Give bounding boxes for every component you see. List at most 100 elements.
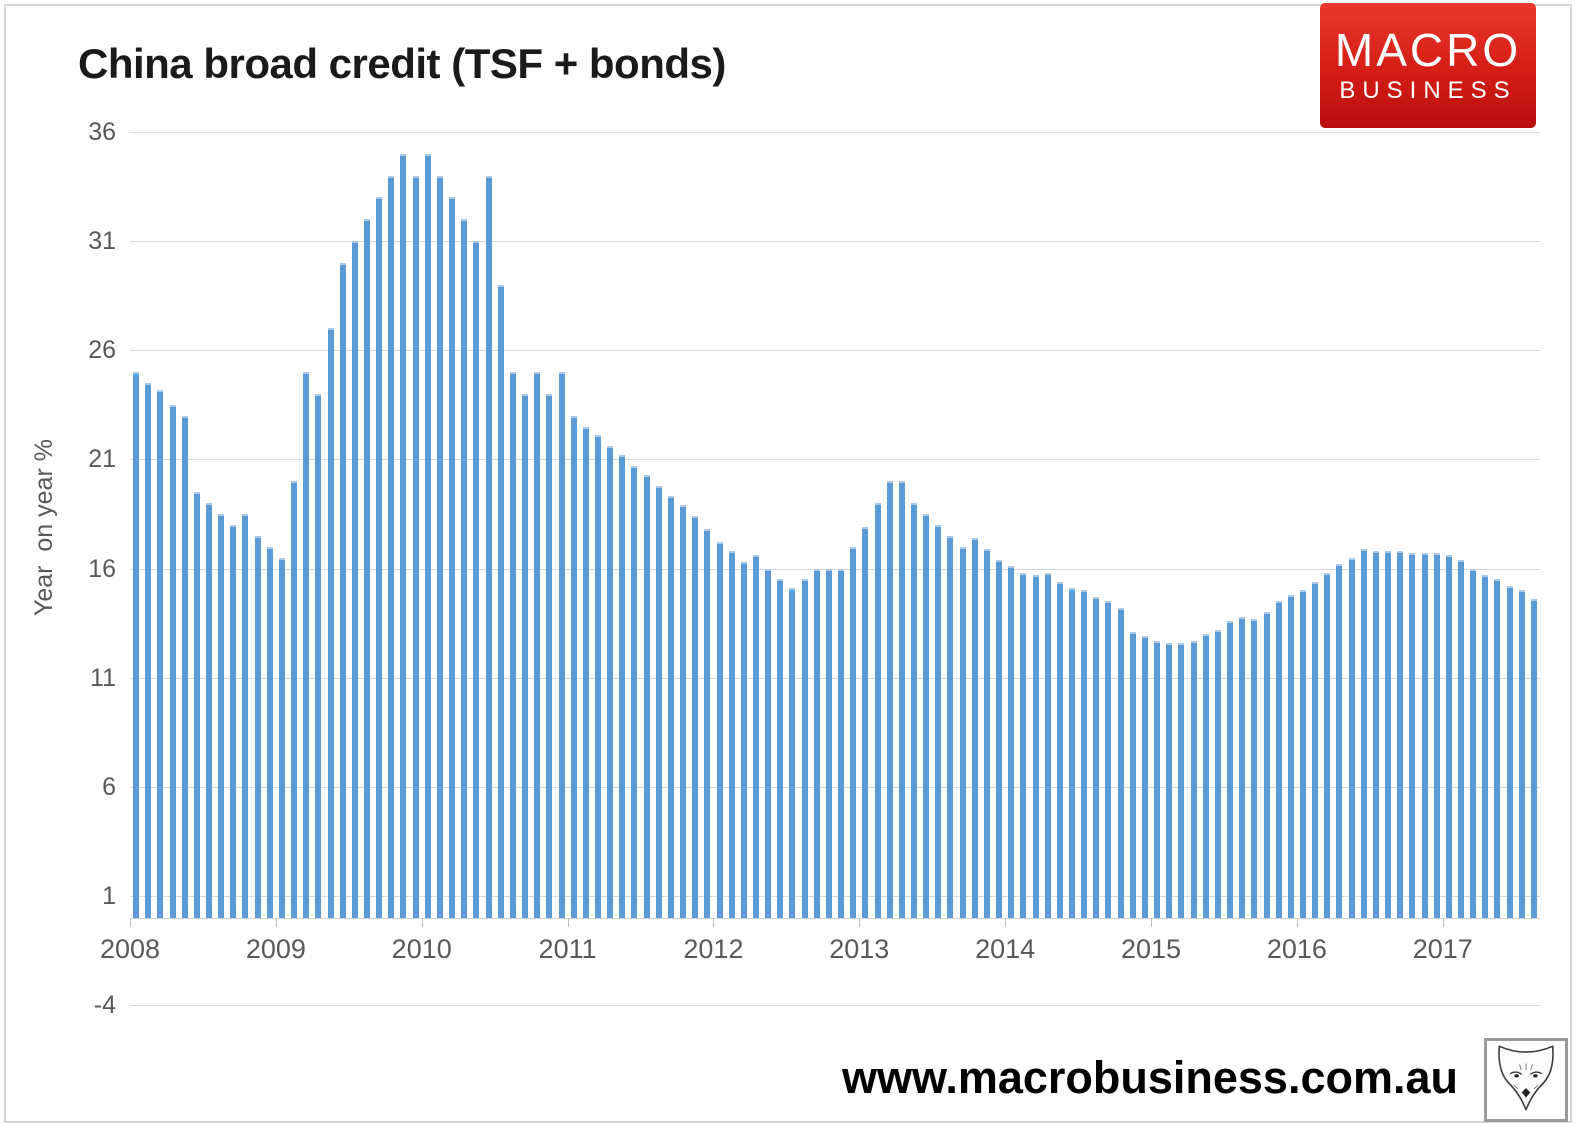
bar — [230, 524, 237, 918]
bar — [133, 372, 140, 918]
gridline — [130, 241, 1540, 243]
y-axis-tick-label: 1 — [102, 881, 116, 910]
x-axis-tick — [859, 917, 861, 927]
bar — [1239, 616, 1246, 918]
x-axis-tick-label: 2008 — [99, 933, 161, 964]
bar — [169, 404, 176, 918]
bar — [1372, 551, 1379, 918]
x-axis-tick — [1005, 917, 1007, 927]
macrobusiness-logo: MACRO BUSINESS — [1320, 3, 1536, 128]
bar — [424, 153, 431, 918]
bar — [339, 262, 346, 918]
bar — [983, 548, 990, 918]
bar — [351, 241, 358, 918]
bar — [242, 513, 249, 918]
bar — [911, 503, 917, 918]
x-axis-tick-label: 2009 — [245, 933, 306, 964]
bar — [607, 446, 614, 918]
website-url: www.macrobusiness.com.au — [841, 1052, 1459, 1103]
gridline — [130, 677, 1540, 679]
bar — [449, 197, 456, 918]
x-axis-tick — [1151, 917, 1153, 927]
bar — [704, 529, 711, 918]
x-axis-tick-label: 2010 — [391, 933, 452, 964]
bar — [1385, 551, 1392, 918]
bar — [947, 535, 954, 918]
x-axis-tick-label: 2017 — [1412, 933, 1473, 964]
bar — [1081, 590, 1088, 918]
bar — [1020, 572, 1027, 918]
bar — [315, 393, 322, 918]
x-axis-tick-label: 2015 — [1120, 933, 1182, 964]
bar — [898, 481, 905, 918]
bar — [206, 503, 212, 918]
bar — [278, 557, 285, 918]
bar — [546, 393, 553, 918]
bar — [461, 219, 468, 918]
bar — [971, 537, 978, 918]
bar — [1506, 585, 1513, 918]
bar — [643, 474, 650, 918]
bar — [1397, 551, 1404, 918]
y-axis-tick-label: 26 — [88, 336, 116, 365]
bar — [594, 435, 601, 918]
bar — [400, 153, 407, 918]
x-axis-tick — [713, 917, 715, 927]
bar — [570, 415, 577, 918]
chart-title: China broad credit (TSF + bonds) — [78, 40, 726, 87]
x-axis-tick-label: 2013 — [829, 933, 890, 964]
gridline — [130, 459, 1540, 461]
bar — [582, 426, 589, 918]
bar — [825, 568, 832, 918]
bar — [631, 465, 638, 918]
bar — [534, 372, 541, 918]
fox-head-sketch-icon — [1490, 1042, 1562, 1119]
bar — [1275, 601, 1282, 918]
bar — [1299, 590, 1306, 918]
x-axis-tick — [275, 917, 277, 927]
bar — [1530, 599, 1537, 918]
bar — [1214, 629, 1221, 918]
bar — [692, 516, 699, 918]
bar — [218, 513, 225, 918]
plot-area: 36 31 26 21 16 11 6 1 -4 2008 2009 2010 2011 2012 2013… — [88, 118, 1540, 1019]
bar — [1190, 640, 1197, 918]
bar — [1093, 596, 1100, 918]
bar — [327, 328, 334, 918]
bar — [1409, 553, 1416, 918]
logo-text-business: BUSINESS — [1339, 76, 1517, 104]
fox-logo-box — [1484, 1038, 1568, 1122]
bar — [193, 492, 200, 918]
bar — [1263, 612, 1270, 918]
bar — [266, 546, 273, 918]
bar — [1129, 631, 1136, 918]
gridline — [130, 568, 1540, 570]
bar — [1445, 555, 1452, 918]
bar — [777, 579, 784, 918]
bar — [1141, 636, 1148, 918]
bar — [558, 372, 565, 918]
y-axis-tick-label: 16 — [88, 554, 116, 583]
gridline — [130, 786, 1540, 788]
bar — [752, 555, 759, 918]
bar — [1044, 572, 1051, 918]
bar — [1518, 590, 1525, 918]
bar — [886, 481, 893, 918]
x-axis-tick-label: 2012 — [683, 933, 744, 964]
bar — [1494, 579, 1501, 918]
x-axis-tick — [1442, 917, 1444, 927]
bar — [1457, 559, 1464, 918]
bar — [509, 372, 516, 918]
gridline — [130, 350, 1540, 352]
bar — [485, 175, 492, 918]
bar — [667, 496, 674, 918]
x-axis-tick-label: 2016 — [1266, 933, 1327, 964]
bar — [1202, 633, 1209, 918]
bar — [1433, 553, 1440, 918]
bar — [923, 513, 930, 918]
bar — [1287, 594, 1294, 918]
bar — [959, 546, 966, 918]
gridline — [130, 895, 1540, 897]
bar — [157, 389, 164, 918]
bar — [1421, 553, 1428, 918]
